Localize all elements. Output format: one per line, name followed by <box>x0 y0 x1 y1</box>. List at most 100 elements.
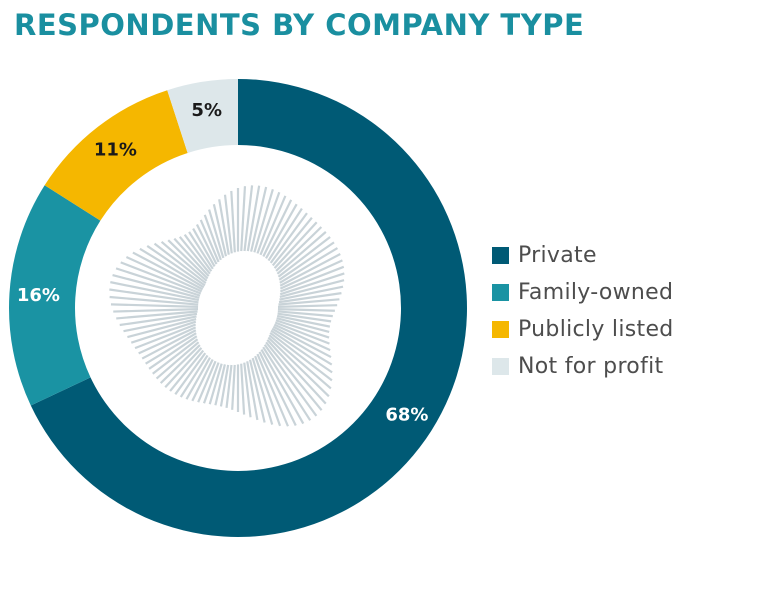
decorative-spoke <box>262 199 293 257</box>
decorative-spoke <box>265 341 323 411</box>
decorative-spoke <box>250 186 268 252</box>
legend-swatch-private <box>492 247 509 264</box>
decorative-spoke <box>113 308 199 313</box>
decorative-spoke <box>279 265 345 293</box>
decorative-spoke <box>246 185 261 252</box>
decorative-spoke <box>277 308 335 312</box>
decorative-spoke <box>275 312 332 323</box>
donut-slice-private <box>30 79 468 537</box>
decorative-spoke <box>270 329 333 374</box>
decorative-spoke <box>240 186 247 252</box>
decorative-spoke <box>141 329 197 360</box>
decorative-spoke <box>269 331 333 382</box>
decorative-spoke <box>119 312 198 327</box>
decorative-spoke <box>256 191 281 254</box>
decorative-spoke <box>178 236 211 275</box>
legend-item-family-owned: Family-owned <box>492 274 674 311</box>
decorative-spoke <box>275 314 331 328</box>
decorative-spoke <box>279 279 345 299</box>
decorative-spoke <box>110 303 199 308</box>
decorative-spoke <box>164 347 203 389</box>
decorative-spoke <box>256 353 289 427</box>
data-label-family-owned: 16% <box>17 285 60 306</box>
decorative-spoke <box>219 364 230 407</box>
decorative-spoke <box>230 190 236 253</box>
decorative-spoke <box>199 219 220 263</box>
decorative-spoke <box>276 231 327 275</box>
decorative-spoke <box>183 233 213 272</box>
decorative-spoke <box>243 185 254 252</box>
decorative-spoke <box>268 334 332 390</box>
decorative-spoke <box>246 361 259 421</box>
decorative-spoke <box>277 304 338 308</box>
decorative-spoke <box>214 364 226 406</box>
legend: Private Family-owned Publicly listed Not… <box>492 237 674 385</box>
decorative-spoke <box>231 364 236 410</box>
decorative-spoke <box>212 204 228 257</box>
decorative-spoke <box>195 224 218 265</box>
decorative-spoke <box>109 288 201 304</box>
decorative-spoke <box>188 231 214 270</box>
decorative-spoke <box>278 292 342 304</box>
decorative-spoke <box>146 245 206 287</box>
decorative-spoke <box>253 188 274 253</box>
legend-label-family-owned: Family-owned <box>518 280 674 305</box>
decorative-spoke <box>267 207 303 262</box>
legend-label-not-for-profit: Not for profit <box>518 354 664 379</box>
decorative-spoke <box>179 354 209 398</box>
decorative-spoke <box>148 335 198 370</box>
decorative-spoke <box>260 349 305 425</box>
decorative-spoke <box>153 242 207 285</box>
decorative-spoke <box>208 209 225 259</box>
decorative-spoke <box>266 339 327 405</box>
decorative-spoke <box>116 310 198 320</box>
decorative-spoke <box>273 318 330 339</box>
decorative-spoke <box>134 323 197 350</box>
decorative-spoke <box>192 227 216 267</box>
decorative-spoke <box>274 316 330 334</box>
donut-slice-publicly-listed <box>44 90 188 221</box>
legend-item-private: Private <box>492 237 674 274</box>
decorative-spoke <box>225 364 233 409</box>
legend-swatch-publicly-listed <box>492 321 509 338</box>
decorative-spoke <box>203 214 222 261</box>
decorative-spoke <box>132 251 205 291</box>
data-label-private: 68% <box>385 405 428 426</box>
decorative-spoke <box>243 362 252 418</box>
decorative-spoke <box>218 199 230 255</box>
decorative-spoke <box>265 203 298 259</box>
decorative-spoke <box>278 241 335 281</box>
decorative-spoke <box>251 357 274 425</box>
decorative-spoke <box>159 344 201 384</box>
decorative-spoke <box>275 226 323 272</box>
decorative-spoke <box>277 236 331 278</box>
decorative-spoke <box>263 344 318 417</box>
decorative-spoke <box>272 322 331 352</box>
decorative-spoke <box>279 285 344 301</box>
data-label-publicly-listed: 11% <box>94 139 137 160</box>
decorative-spoke <box>240 363 246 415</box>
decorative-spoke <box>155 341 200 380</box>
legend-label-publicly-listed: Publicly listed <box>518 317 674 342</box>
donut-slice-not-for-profit <box>167 79 238 153</box>
decorative-spoke <box>173 237 210 277</box>
legend-label-private: Private <box>518 243 597 268</box>
legend-swatch-family-owned <box>492 284 509 301</box>
data-label-not-for-profit: 5% <box>191 100 222 121</box>
decorative-spoke <box>127 317 197 339</box>
legend-item-publicly-listed: Publicly listed <box>492 311 674 348</box>
center-hole <box>198 268 278 348</box>
decorative-spoke <box>259 195 287 256</box>
donut-slice-family-owned <box>9 185 101 406</box>
decorative-spoke <box>271 325 332 359</box>
decorative-spoke <box>145 332 197 365</box>
decorative-spoke <box>138 326 197 355</box>
decorative-spoke <box>279 259 343 290</box>
decorative-spoke <box>223 194 233 254</box>
legend-item-not-for-profit: Not for profit <box>492 348 674 385</box>
decorative-spoke <box>115 267 203 298</box>
decorative-spoke <box>125 256 204 294</box>
decorative-spoke <box>279 253 341 287</box>
decorative-spoke <box>185 357 211 400</box>
